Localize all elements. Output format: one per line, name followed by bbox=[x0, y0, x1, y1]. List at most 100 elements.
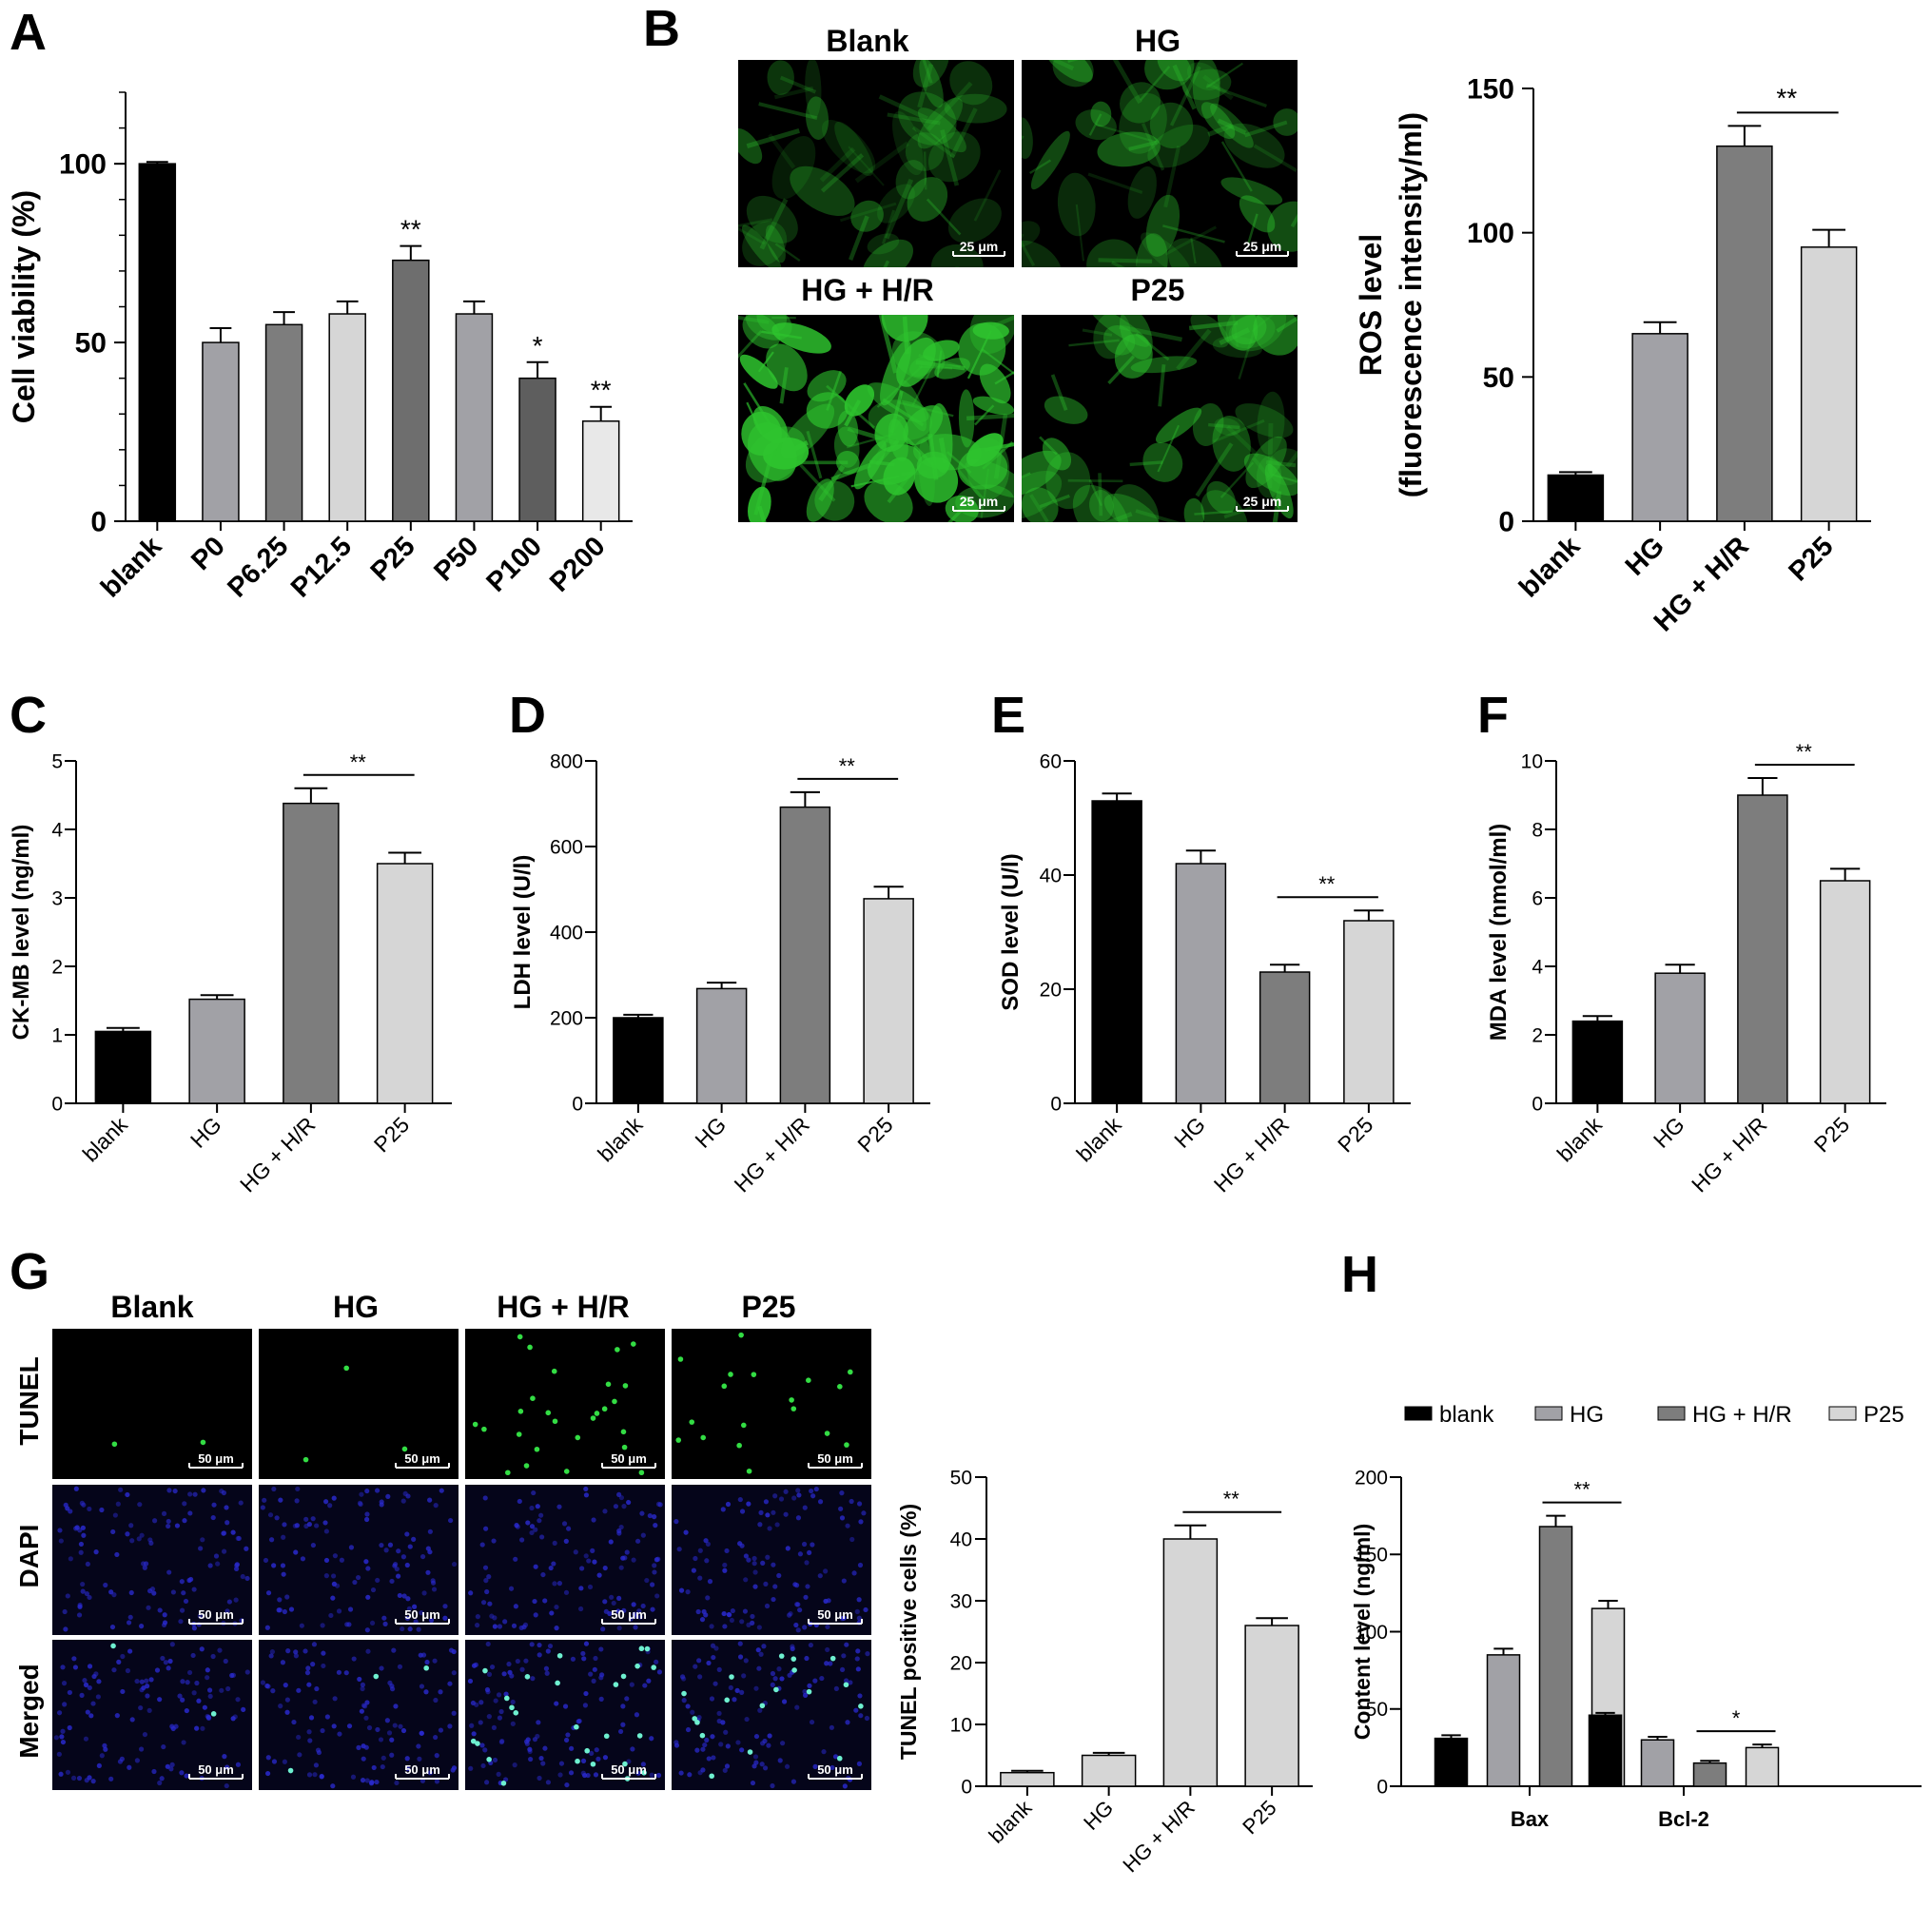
bar bbox=[583, 421, 619, 521]
nucleus bbox=[389, 1753, 394, 1758]
nucleus bbox=[108, 1777, 113, 1781]
x-category-label: Bax bbox=[1511, 1807, 1550, 1831]
nucleus bbox=[219, 1688, 224, 1693]
tunel-positive-cell bbox=[211, 1711, 217, 1717]
x-category-label: blank bbox=[593, 1112, 648, 1167]
nucleus bbox=[842, 1578, 847, 1583]
nucleus bbox=[359, 1502, 363, 1507]
nucleus bbox=[634, 1712, 639, 1717]
x-category-label: HG bbox=[1620, 531, 1670, 581]
nucleus bbox=[538, 1756, 543, 1761]
x-category-label: HG bbox=[1079, 1796, 1118, 1835]
nucleus bbox=[192, 1587, 197, 1591]
nucleus bbox=[113, 1512, 118, 1517]
y-tick-label: 100 bbox=[59, 149, 107, 181]
tunel-positive-cell bbox=[790, 1656, 796, 1662]
nucleus bbox=[765, 1555, 770, 1560]
y-tick-label: 0 bbox=[1376, 1776, 1388, 1798]
nucleus bbox=[166, 1569, 171, 1574]
nucleus bbox=[81, 1589, 86, 1594]
nucleus bbox=[294, 1653, 299, 1658]
cell-process bbox=[956, 266, 957, 313]
nucleus bbox=[282, 1522, 286, 1527]
nucleus bbox=[525, 1520, 530, 1525]
nucleus bbox=[425, 1570, 430, 1575]
nucleus bbox=[163, 1612, 167, 1617]
nucleus bbox=[439, 1489, 444, 1493]
y-tick-label: 200 bbox=[1355, 1467, 1388, 1489]
nucleus bbox=[361, 1778, 365, 1782]
nucleus bbox=[497, 1692, 501, 1697]
nucleus bbox=[599, 1697, 604, 1702]
bar bbox=[1642, 1740, 1674, 1786]
nucleus bbox=[721, 1507, 726, 1511]
y-tick-label: 60 bbox=[1040, 750, 1062, 772]
tunel-positive-cell bbox=[606, 1382, 612, 1388]
nucleus bbox=[700, 1767, 705, 1772]
nucleus bbox=[110, 1529, 115, 1534]
nucleus bbox=[501, 1671, 506, 1676]
nucleus bbox=[352, 1580, 357, 1585]
tunel-positive-cell bbox=[501, 1781, 507, 1786]
nucleus bbox=[766, 1743, 771, 1748]
nucleus bbox=[481, 1600, 486, 1605]
nucleus bbox=[768, 1733, 772, 1738]
y-axis-label: CK-MB level (ng/ml) bbox=[9, 825, 34, 1041]
nucleus bbox=[63, 1609, 68, 1614]
nucleus bbox=[396, 1574, 400, 1579]
nucleus bbox=[794, 1583, 799, 1587]
nucleus bbox=[479, 1743, 484, 1747]
nucleus bbox=[765, 1604, 770, 1608]
nucleus bbox=[398, 1724, 402, 1729]
nucleus bbox=[771, 1510, 775, 1515]
nucleus bbox=[545, 1671, 550, 1676]
nucleus bbox=[147, 1708, 152, 1713]
tunel-positive-cell bbox=[844, 1442, 849, 1448]
nucleus bbox=[536, 1720, 540, 1724]
nucleus bbox=[74, 1487, 79, 1491]
nucleus bbox=[529, 1506, 534, 1510]
nucleus bbox=[88, 1685, 92, 1690]
y-tick-label: 4 bbox=[1532, 956, 1543, 978]
nucleus bbox=[656, 1773, 661, 1778]
nucleus bbox=[420, 1554, 425, 1559]
nucleus bbox=[724, 1548, 729, 1553]
legend-label: P25 bbox=[1864, 1402, 1904, 1428]
y-axis-label-line2: (fluorescence intensity/ml) bbox=[1394, 112, 1428, 497]
tunel-positive-cell bbox=[555, 1681, 560, 1686]
nucleus bbox=[536, 1504, 540, 1509]
nucleus bbox=[94, 1549, 99, 1554]
nucleus bbox=[384, 1548, 389, 1552]
nucleus bbox=[650, 1773, 654, 1778]
micro-b-title-blank: Blank bbox=[826, 24, 908, 58]
nucleus bbox=[306, 1729, 311, 1734]
nucleus bbox=[751, 1556, 756, 1561]
x-category-label: P25 bbox=[852, 1112, 897, 1157]
nucleus bbox=[371, 1587, 376, 1592]
nucleus bbox=[793, 1623, 798, 1627]
nucleus bbox=[389, 1579, 394, 1584]
nucleus bbox=[712, 1682, 717, 1686]
nucleus bbox=[66, 1770, 70, 1775]
nucleus bbox=[86, 1562, 90, 1567]
nucleus bbox=[285, 1648, 290, 1653]
nucleus bbox=[840, 1515, 845, 1520]
nucleus bbox=[171, 1589, 176, 1594]
y-tick-label: 4 bbox=[51, 819, 63, 841]
nucleus bbox=[810, 1720, 814, 1724]
nucleus bbox=[482, 1747, 487, 1752]
nucleus bbox=[178, 1619, 183, 1624]
tunel-positive-cell bbox=[779, 1653, 785, 1659]
nucleus bbox=[791, 1495, 796, 1500]
y-tick-label: 2 bbox=[1532, 1024, 1543, 1046]
nucleus bbox=[586, 1558, 591, 1563]
nucleus bbox=[757, 1522, 762, 1527]
bar bbox=[1435, 1739, 1468, 1786]
nucleus bbox=[324, 1558, 329, 1563]
tunel-positive-cell bbox=[736, 1443, 742, 1449]
y-tick-label: 30 bbox=[950, 1590, 972, 1612]
x-category-label: HG + H/R bbox=[1687, 1112, 1771, 1197]
nucleus bbox=[511, 1722, 516, 1726]
nucleus bbox=[352, 1656, 357, 1661]
